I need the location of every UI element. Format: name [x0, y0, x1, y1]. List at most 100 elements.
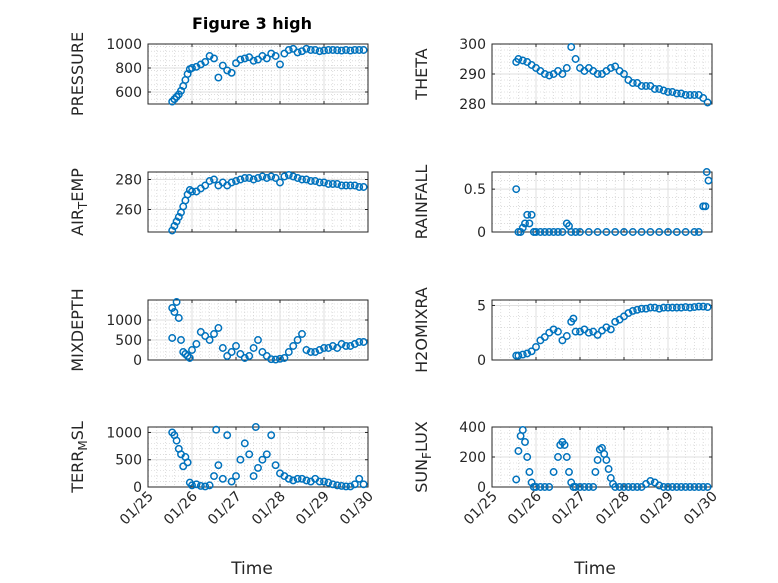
data-point [236, 175, 245, 184]
data-point [536, 483, 545, 491]
data-point [576, 483, 584, 491]
data-point [212, 425, 221, 434]
data-point [188, 64, 196, 72]
data-point [523, 453, 532, 461]
data-point [210, 472, 218, 481]
data-point [254, 174, 262, 182]
data-point [540, 333, 549, 342]
data-point [306, 177, 315, 185]
data-point [267, 431, 276, 440]
data-point [650, 303, 659, 312]
data-point [267, 172, 276, 181]
y-tick-label: 1000 [106, 37, 142, 53]
data-point [359, 480, 368, 489]
data-point [611, 228, 620, 236]
data-point [703, 303, 712, 312]
data-point [223, 352, 232, 360]
axes-frame [147, 426, 369, 488]
data-point [170, 308, 179, 316]
data-point [218, 344, 227, 352]
data-point [521, 219, 529, 228]
data-point [306, 46, 315, 54]
data-point [558, 228, 567, 236]
data-point [320, 344, 328, 352]
data-point [659, 86, 668, 95]
data-point [205, 177, 214, 185]
data-point [223, 431, 232, 440]
y-axis-label: MIXDEPTH [68, 288, 87, 371]
data-point [315, 346, 324, 354]
data-point [236, 350, 245, 358]
data-point [549, 468, 558, 476]
x-axis-label-left: Time [230, 559, 273, 579]
data-point [210, 330, 218, 338]
data-point [545, 71, 554, 80]
data-point [690, 483, 699, 491]
data-point [642, 82, 650, 90]
data-point [527, 347, 536, 356]
x-tick-label: 01/29 [293, 489, 333, 529]
data-point [262, 174, 271, 182]
data-point [201, 181, 210, 190]
data-point [664, 228, 672, 236]
data-point [540, 483, 549, 491]
data-point [172, 436, 181, 445]
data-point [240, 439, 249, 448]
data-point [342, 46, 350, 54]
data-point [686, 91, 694, 99]
y-axis-label: RAINFALL [412, 165, 431, 240]
y-axis-label: TERRMSL [68, 421, 90, 494]
data-point [298, 175, 306, 184]
data-point [523, 210, 532, 219]
data-point [267, 355, 276, 364]
data-point [624, 483, 633, 491]
x-tick-label: 01/30 [681, 489, 721, 529]
data-point [655, 85, 664, 93]
data-point [571, 327, 580, 336]
data-point [333, 46, 342, 55]
data-point [532, 228, 540, 236]
data-point [703, 98, 712, 107]
data-point [350, 46, 359, 54]
data-point [664, 88, 672, 96]
data-point [172, 298, 181, 306]
x-tick-label: 01/28 [249, 489, 289, 529]
data-point [205, 481, 214, 490]
data-point [337, 481, 346, 490]
data-point [628, 306, 637, 315]
data-point [514, 55, 523, 63]
data-point [311, 348, 320, 356]
data-point [328, 342, 337, 350]
data-point [346, 46, 355, 55]
data-point [188, 346, 196, 354]
y-tick-label: 260 [115, 203, 142, 219]
data-point [293, 336, 302, 344]
data-point [611, 483, 620, 491]
data-point [571, 55, 580, 63]
data-point [606, 64, 615, 72]
data-point [276, 354, 284, 363]
data-point [355, 46, 364, 54]
data-point [540, 228, 549, 236]
axes-frame [491, 299, 713, 361]
data-point [558, 70, 567, 78]
data-point [315, 477, 324, 486]
data-point [196, 481, 205, 490]
data-point [628, 483, 637, 491]
data-point [276, 178, 284, 187]
data-point [205, 336, 214, 344]
x-tick-label: 01/29 [637, 489, 677, 529]
data-point [249, 175, 258, 184]
data-point [240, 54, 249, 63]
y-tick-label: 0 [133, 480, 142, 496]
data-point [280, 354, 289, 362]
data-point [525, 468, 534, 476]
data-point [306, 348, 315, 356]
data-point [664, 303, 672, 312]
data-point [168, 226, 177, 235]
data-point [681, 303, 690, 312]
x-tick-label: 01/27 [549, 489, 589, 529]
data-point [333, 344, 342, 352]
data-point [298, 330, 306, 338]
